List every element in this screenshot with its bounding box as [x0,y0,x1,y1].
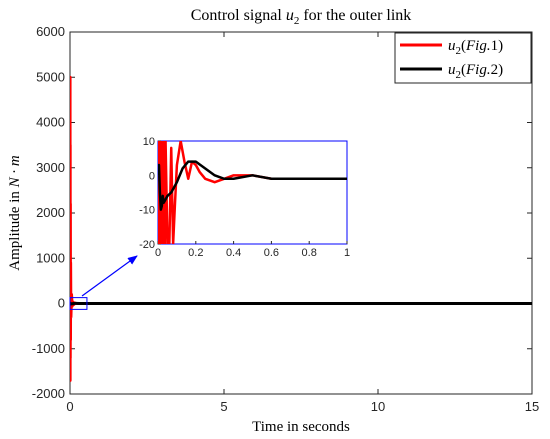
x-tick-label: 5 [220,399,227,414]
inset-y-tick-label: -20 [139,239,155,251]
x-axis-label: Time in seconds [252,419,350,435]
inset-x-tick-label: 0.2 [188,247,203,259]
inset-series-line-2 [158,160,347,211]
y-tick-label: 0 [58,296,65,311]
y-tick-label: 4000 [36,115,65,130]
zoom-arrow [81,255,138,297]
inset-y-tick-label: -10 [139,205,155,217]
y-tick-label: 2000 [36,205,65,220]
series-line-2 [70,301,532,306]
main-axis-ticks: 0 5 10 15-2000-1000010002000300040005000600… [32,24,539,414]
inset-background [157,140,348,245]
zoom-highlight-box [69,297,88,310]
legend: u2(Fig.1) u2(Fig.2) [394,32,532,84]
main-series-lines [70,75,532,382]
x-tick-label: 15 [525,399,539,414]
inset-x-tick-label: 0.4 [226,247,241,259]
inset-x-tick-label: 0 [155,247,161,259]
inset-y-tick-label: 10 [143,136,155,148]
y-tick-label: 5000 [36,69,65,84]
x-tick-label: 0 [66,399,73,414]
inset-x-tick-label: 1 [344,247,350,259]
chart-title: Control signal u2 for the outer link [191,7,412,27]
legend-label-fig2: u2(Fig.2) [448,62,503,81]
inset-series-lines [158,141,347,244]
legend-box [394,32,532,84]
inset-axis-ticks: 0 0.2 0.4 0.6 0.8 1 -20 -10 0 10 [139,136,350,259]
inset-x-tick-label: 0.6 [264,247,279,259]
legend-label-fig1: u2(Fig.1) [448,38,503,57]
y-tick-label: -1000 [32,341,65,356]
inset-y-tick-label: 0 [149,170,155,182]
y-tick-label: 3000 [36,160,65,175]
x-tick-label: 10 [371,399,385,414]
y-tick-label: 1000 [36,250,65,265]
y-axis-label: Amplitude in N · m [7,155,23,271]
y-tick-label: 6000 [36,24,65,39]
inset-x-tick-label: 0.8 [302,247,317,259]
y-tick-label: -2000 [32,386,65,401]
